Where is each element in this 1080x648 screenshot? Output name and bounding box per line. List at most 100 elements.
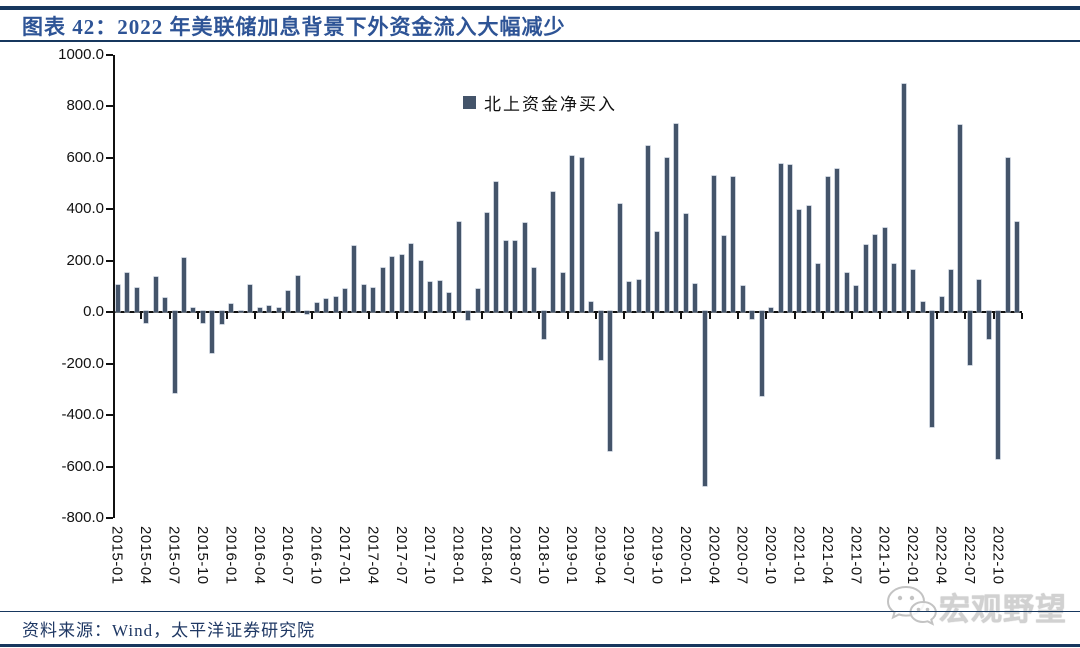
- watermark-text: 宏观野望: [939, 591, 1067, 627]
- x-axis-label: 2022-01: [904, 526, 922, 585]
- bar: [769, 308, 774, 312]
- bar: [645, 145, 650, 312]
- bar: [200, 311, 205, 323]
- x-axis-tick: [878, 313, 881, 319]
- bar: [172, 311, 177, 394]
- bar: [428, 282, 433, 312]
- top-rule: [0, 6, 1080, 10]
- bar: [371, 287, 376, 312]
- y-axis-line: [113, 54, 115, 518]
- bar: [570, 156, 575, 312]
- x-axis-tick: [736, 313, 739, 319]
- bar: [390, 256, 395, 312]
- x-axis-tick: [566, 313, 569, 319]
- bar: [977, 279, 982, 312]
- bar: [503, 241, 508, 312]
- bar: [532, 268, 537, 312]
- bar: [144, 311, 149, 323]
- bottom-rule: [0, 644, 1080, 647]
- x-axis-label: 2021-01: [790, 526, 808, 585]
- x-axis-tick: [168, 313, 171, 319]
- x-axis-tick: [992, 313, 995, 319]
- x-axis-label: 2022-04: [932, 526, 950, 585]
- bar: [996, 311, 1001, 460]
- y-axis-tick: [106, 105, 113, 107]
- x-axis-label: 2017-01: [335, 526, 353, 585]
- x-axis-tick: [708, 313, 711, 319]
- y-axis-label: 800.0: [66, 97, 104, 114]
- bar: [219, 311, 224, 324]
- bar: [314, 302, 319, 312]
- bar: [324, 299, 329, 312]
- x-axis-label: 2019-07: [620, 526, 638, 585]
- bar: [636, 279, 641, 312]
- bar: [702, 311, 707, 487]
- bar: [901, 84, 906, 312]
- bar: [598, 311, 603, 360]
- bar: [958, 125, 963, 312]
- legend-label: 北上资金净买入: [484, 95, 617, 114]
- y-axis-tick: [106, 362, 113, 365]
- bar: [125, 273, 130, 312]
- bar: [797, 210, 802, 312]
- bar: [664, 157, 669, 312]
- x-axis-label: 2018-10: [534, 526, 552, 585]
- x-axis-label: 2015-10: [193, 526, 211, 585]
- x-axis-label: 2017-07: [392, 526, 410, 585]
- bar: [854, 286, 859, 312]
- y-axis-tick: [106, 311, 113, 313]
- x-axis-label: 2016-04: [250, 526, 268, 585]
- legend-square-icon: [463, 96, 476, 109]
- bar: [1015, 221, 1020, 312]
- bar: [286, 291, 291, 312]
- bar: [816, 264, 821, 312]
- bar: [551, 192, 556, 312]
- y-axis-label: 0.0: [83, 303, 104, 320]
- x-axis-label: 2015-04: [137, 526, 155, 585]
- bar: [579, 157, 584, 312]
- x-axis-tick: [907, 313, 910, 319]
- bar: [409, 243, 414, 312]
- x-axis-tick: [225, 313, 228, 319]
- x-axis-tick: [367, 313, 370, 319]
- x-axis-label: 2021-10: [875, 526, 893, 585]
- x-axis-tick: [822, 313, 825, 319]
- x-axis-label: 2017-10: [421, 526, 439, 585]
- bar: [380, 268, 385, 312]
- bar: [333, 296, 338, 312]
- y-axis-label: 1000.0: [58, 45, 104, 63]
- x-axis-tick: [765, 313, 768, 319]
- bar: [1005, 157, 1010, 312]
- legend: 北上资金净买入: [0, 90, 1080, 115]
- bar: [399, 255, 404, 312]
- y-axis-tick: [106, 517, 113, 519]
- bar: [863, 245, 868, 312]
- y-axis-tick: [106, 465, 113, 468]
- x-axis-tick: [282, 313, 285, 319]
- x-axis-label: 2018-04: [478, 526, 496, 585]
- x-axis-tick: [424, 313, 427, 319]
- bar: [835, 169, 840, 312]
- x-axis-tick: [964, 313, 967, 319]
- x-axis-tick: [509, 313, 512, 319]
- x-axis-tick: [935, 313, 938, 319]
- bar: [930, 311, 935, 427]
- bar: [788, 165, 793, 312]
- watermark: 宏观野望: [885, 582, 1075, 630]
- x-axis-label: 2016-07: [279, 526, 297, 585]
- bar: [475, 288, 480, 312]
- x-axis-tick: [481, 313, 484, 319]
- wechat-icon: [886, 585, 937, 626]
- x-axis-tick: [538, 313, 541, 319]
- bar: [257, 308, 262, 312]
- bar: [844, 273, 849, 312]
- x-axis-tick: [339, 313, 342, 319]
- x-axis-label: 2019-04: [591, 526, 609, 585]
- x-axis-tick: [1021, 313, 1023, 319]
- bar: [238, 310, 243, 312]
- bar: [617, 203, 622, 312]
- x-axis-tick: [396, 313, 399, 319]
- x-axis-label: 2021-07: [847, 526, 865, 585]
- y-axis-tick: [106, 53, 113, 56]
